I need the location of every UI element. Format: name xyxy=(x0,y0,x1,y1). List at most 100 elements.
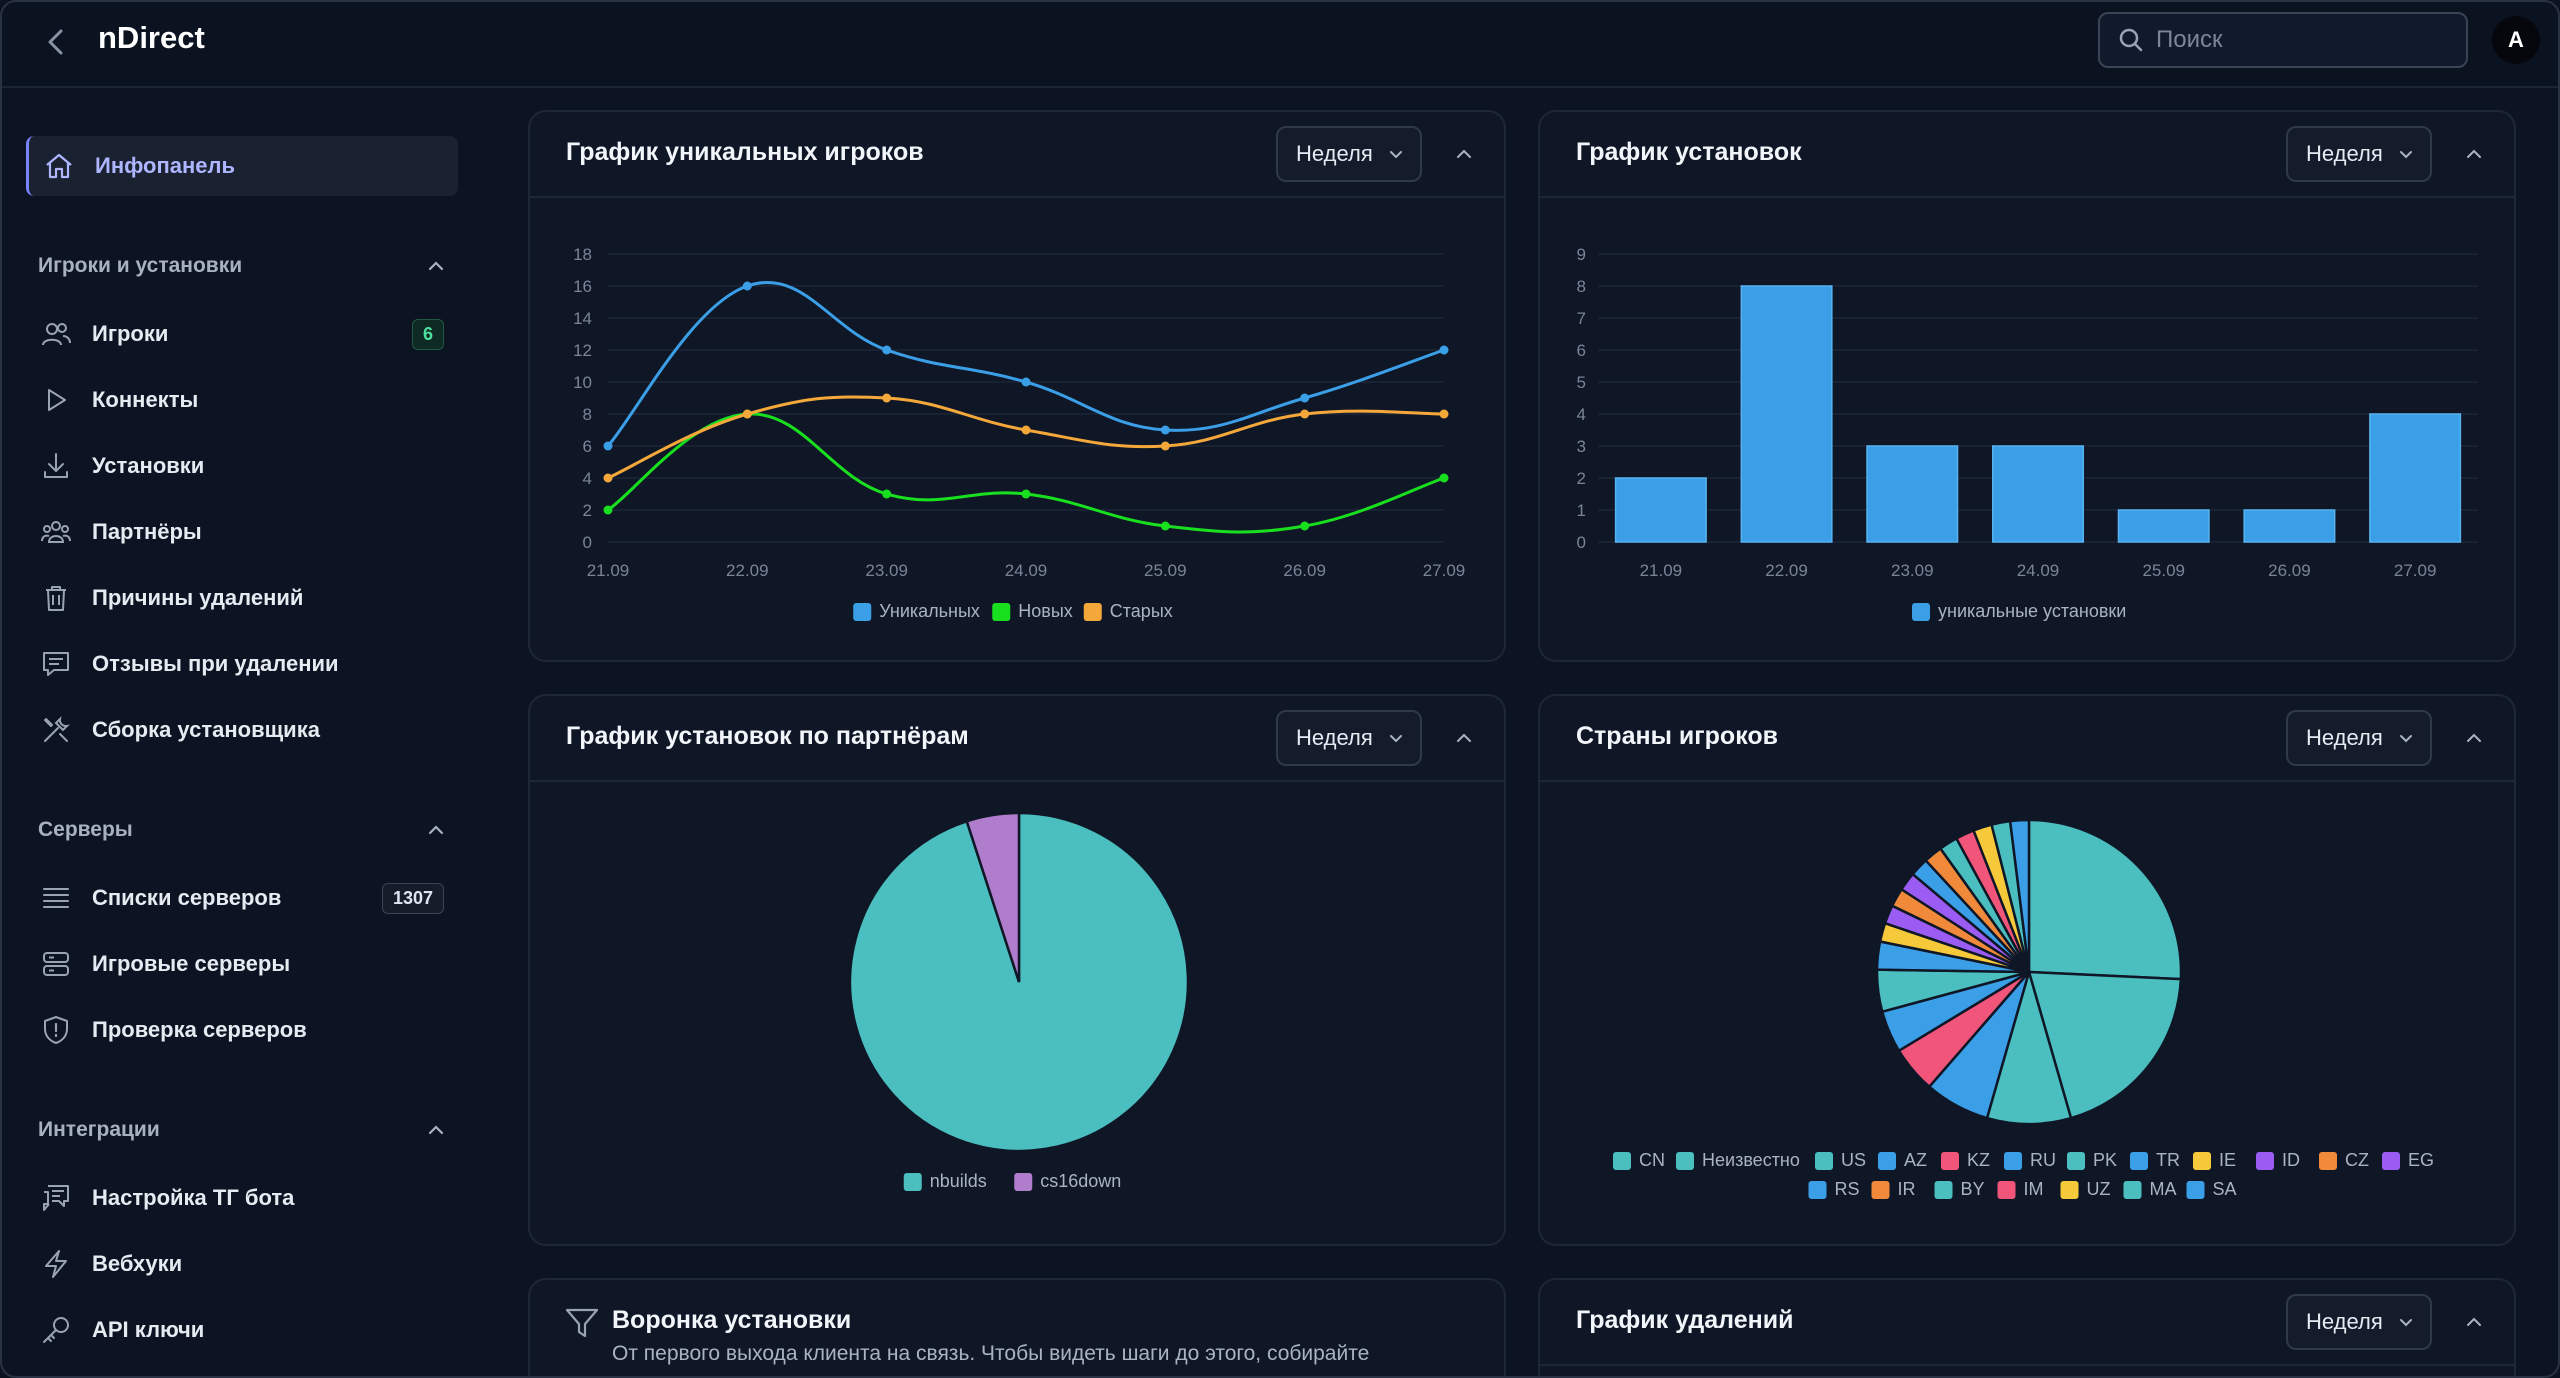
data-point xyxy=(1300,393,1310,403)
card-header: График удалений Неделя xyxy=(1540,1280,2514,1366)
y-tick-label: 12 xyxy=(573,341,592,360)
sidebar-item-label: Отзывы при удалении xyxy=(92,651,339,676)
legend-swatch xyxy=(1912,603,1930,621)
legend-swatch xyxy=(1613,1152,1631,1170)
search-input[interactable] xyxy=(2156,26,2456,54)
sidebar-item-partners[interactable]: Партнёры xyxy=(26,502,458,562)
sidebar-item-webhooks[interactable]: Вебхуки xyxy=(26,1234,458,1294)
legend-label: KZ xyxy=(1967,1150,1990,1170)
players-count-badge: 6 xyxy=(411,318,444,350)
series-line xyxy=(606,280,1445,447)
period-select[interactable]: Неделя xyxy=(2286,1294,2432,1350)
chevron-up-icon xyxy=(1457,733,1471,742)
funnel-icon xyxy=(565,1308,599,1338)
sidebar-item-installer-build[interactable]: Сборка установщика xyxy=(26,700,458,760)
collapse-button[interactable] xyxy=(2456,720,2492,756)
user-avatar[interactable]: A xyxy=(2492,16,2540,64)
bar xyxy=(2117,509,2210,543)
card-header: График уникальных игроков Неделя xyxy=(530,112,1504,198)
shield-icon xyxy=(38,1012,74,1048)
legend-swatch xyxy=(1941,1152,1959,1170)
trash-icon xyxy=(38,580,74,616)
chevron-up-icon xyxy=(428,261,444,271)
sidebar-item-server-check[interactable]: Проверка серверов xyxy=(26,1000,458,1060)
tools-icon xyxy=(38,712,74,748)
y-tick-label: 2 xyxy=(1577,469,1586,488)
chart-legend: nbuilds cs16down xyxy=(903,1171,1121,1191)
legend-swatch xyxy=(2186,1181,2205,1199)
collapse-button[interactable] xyxy=(1446,136,1482,172)
section-servers[interactable]: Серверы xyxy=(38,810,446,850)
section-label: Серверы xyxy=(38,818,133,841)
legend-label: Уникальных xyxy=(879,601,980,621)
pie-slice xyxy=(848,811,1190,1153)
period-select[interactable]: Неделя xyxy=(2286,710,2432,766)
sidebar: Инфопанель Игроки и установки Игроки 6 К… xyxy=(2,88,482,1376)
back-button[interactable] xyxy=(36,22,76,62)
legend-label: ID xyxy=(2282,1150,2300,1170)
card-header: Страны игроков Неделя xyxy=(1540,696,2514,782)
legend-label: CN xyxy=(1639,1150,1665,1170)
card-installs: График установок Неделя 0 1 2 3 4 5 6 7 8 9 21.09 2… xyxy=(1538,110,2516,662)
y-tick-label: 8 xyxy=(1577,277,1586,296)
legend-swatch xyxy=(1083,603,1102,621)
card-title: График установок по партнёрам xyxy=(566,722,969,750)
card-title: График установок xyxy=(1576,138,1802,166)
x-tick-label: 25.09 xyxy=(2142,561,2185,580)
sidebar-item-label: Игровые серверы xyxy=(92,951,291,976)
pie-slice xyxy=(2027,970,2183,1120)
period-select[interactable]: Неделя xyxy=(1276,126,1422,182)
y-tick-label: 6 xyxy=(583,437,592,456)
legend-swatch xyxy=(1808,1181,1827,1199)
chart-legend: RS IR BY IM UZ MA SA xyxy=(1808,1179,2237,1199)
bolt-icon xyxy=(38,1246,74,1282)
period-select[interactable]: Неделя xyxy=(1276,710,1422,766)
sidebar-item-players[interactable]: Игроки 6 xyxy=(26,304,458,364)
legend-label: Неизвестно xyxy=(1702,1150,1800,1170)
chevron-up-icon xyxy=(2467,733,2481,742)
y-tick-label: 16 xyxy=(573,277,592,296)
sidebar-item-delete-reasons[interactable]: Причины удалений xyxy=(26,568,458,628)
data-point xyxy=(603,441,613,451)
legend-swatch xyxy=(2060,1181,2079,1199)
sidebar-item-tg-bot[interactable]: Настройка ТГ бота xyxy=(26,1168,458,1228)
x-tick-label: 22.09 xyxy=(726,561,769,580)
legend-swatch xyxy=(1878,1152,1896,1170)
legend-label: BY xyxy=(1961,1179,1985,1199)
period-select-value: Неделя xyxy=(1296,725,1373,750)
period-select-value: Неделя xyxy=(2306,1309,2383,1334)
partners-icon xyxy=(38,514,74,550)
card-header: График установок по партнёрам Неделя xyxy=(530,696,1504,782)
chevron-down-icon xyxy=(1390,151,1402,159)
sidebar-item-delete-feedback[interactable]: Отзывы при удалении xyxy=(26,634,458,694)
legend-swatch xyxy=(903,1173,922,1191)
countries-pie-chart: CN Неизвестно US AZ KZ RU PK TR IE ID CZ EG RS IR BY IM… xyxy=(1613,818,2434,1199)
y-tick-label: 7 xyxy=(1577,309,1586,328)
legend-swatch xyxy=(1934,1181,1953,1199)
chevron-down-icon xyxy=(2400,151,2412,159)
period-select[interactable]: Неделя xyxy=(2286,126,2432,182)
sidebar-item-installs[interactable]: Установки xyxy=(26,436,458,496)
collapse-button[interactable] xyxy=(2456,136,2492,172)
sidebar-item-game-servers[interactable]: Игровые серверы xyxy=(26,934,458,994)
chevron-down-icon xyxy=(1390,735,1402,743)
section-integrations[interactable]: Интеграции xyxy=(38,1110,446,1150)
home-icon xyxy=(41,148,77,184)
card-title: График удалений xyxy=(1576,1306,1794,1334)
legend-label: TR xyxy=(2156,1150,2180,1170)
installs-chart: 0 1 2 3 4 5 6 7 8 9 21.09 22.09 23.09 24.09 25.09 26.09… xyxy=(1577,245,2478,621)
search-box[interactable] xyxy=(2098,12,2468,68)
collapse-button[interactable] xyxy=(1446,720,1482,756)
data-point xyxy=(1160,441,1170,451)
sidebar-item-label: Игроки xyxy=(92,321,169,346)
sidebar-item-server-lists[interactable]: Списки серверов 1307 xyxy=(26,868,458,928)
data-point xyxy=(882,393,892,403)
card-subtitle: От первого выхода клиента на связь. Чтоб… xyxy=(612,1342,1370,1365)
sidebar-item-connects[interactable]: Коннекты xyxy=(26,370,458,430)
sidebar-item-api-keys[interactable]: API ключи xyxy=(26,1300,458,1360)
sidebar-item-dashboard[interactable]: Инфопанель xyxy=(26,136,458,196)
x-tick-label: 21.09 xyxy=(587,561,630,580)
legend-label: SA xyxy=(2213,1179,2237,1199)
collapse-button[interactable] xyxy=(2456,1304,2492,1340)
section-players-installs[interactable]: Игроки и установки xyxy=(38,246,446,286)
